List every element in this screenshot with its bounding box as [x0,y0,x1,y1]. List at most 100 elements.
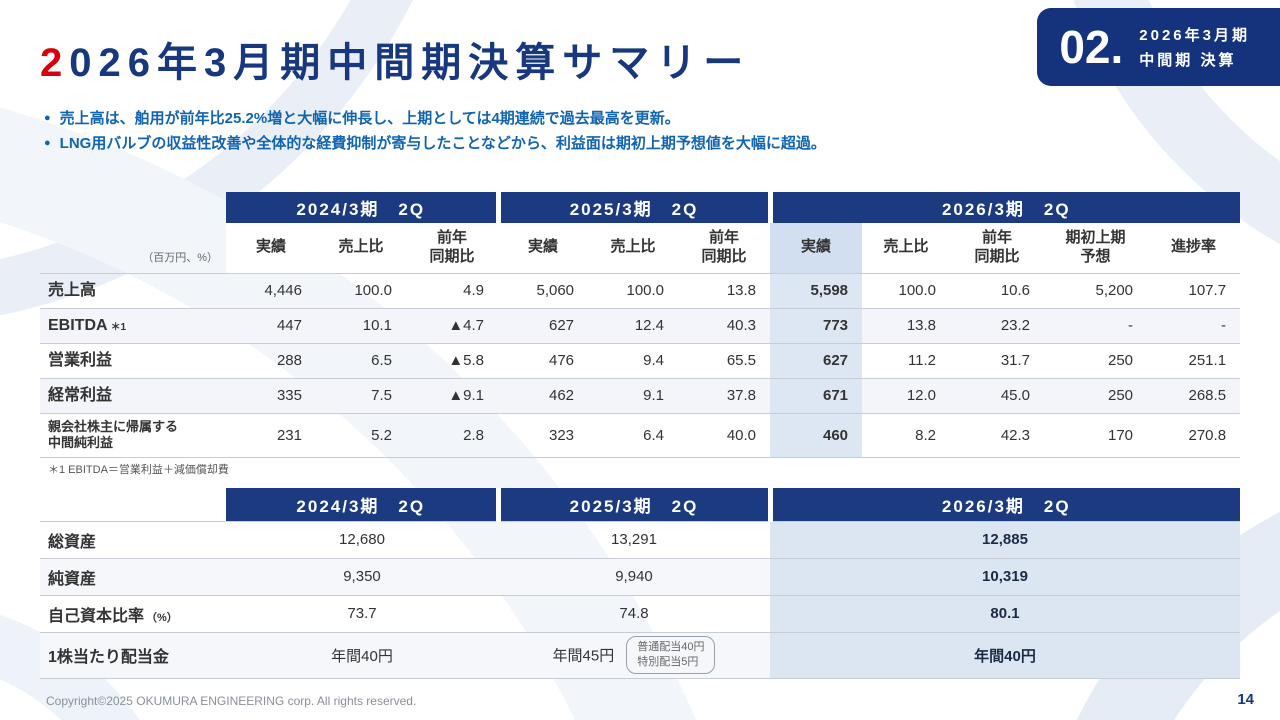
cell: 13,291 [611,531,657,548]
cell: 65.5 [726,352,757,369]
group-header-2024: 2024/3期 2Q [226,192,499,223]
dividend-note: 普通配当40円 特別配当5円 [626,636,716,674]
unit-cell: （百万円、%） [40,223,226,273]
cell: 9,940 [615,568,653,585]
col-header-sales-ratio: 売上比 [588,223,679,273]
cell: 8.2 [915,426,937,444]
cell: 100.0 [898,282,937,299]
cell: 4.9 [463,282,485,299]
dividend-note-line1: 普通配当40円 [637,641,705,654]
cell-actual-2026: 773 [770,308,863,343]
table-row-ordinary-income: 経常利益 335 7.5 ▲9.1 462 9.1 37.8 671 12.0 … [40,378,1241,413]
bullet-icon: ● [44,137,51,149]
cell: 462 [549,387,575,404]
copyright-text: Copyright©2025 OKUMURA ENGINEERING corp.… [46,694,417,708]
cell: 10.6 [1000,282,1031,299]
cell: 40.0 [726,426,757,444]
row-label: 自己資本比率 （%） [48,607,178,625]
row-label: 経常利益 [48,386,113,404]
cell: 10.1 [362,317,392,334]
cell: 73.7 [347,605,377,622]
cell: 476 [549,352,575,369]
cell: 40.3 [726,317,757,334]
bullet-text: LNG用バルブの収益性改善や全体的な経費抑制が寄与したことなどから、利益面は期初… [59,135,826,152]
cell: 12.0 [906,387,937,404]
cell: 4,446 [264,282,302,299]
table-row-net-income: 親会社株主に帰属する 中間純利益 231 5.2 2.8 323 6.4 40.… [40,413,1241,457]
cell: 7.5 [371,387,392,404]
cell: - [1128,317,1134,334]
unit-label: （百万円、%） [142,251,218,264]
cell: 9.1 [643,387,665,404]
table-row-ebitda: EBITDA ＊1 447 10.1 ▲4.7 627 12.4 40.3 773… [40,308,1241,343]
col-header-yoy: 前年 同期比 [950,223,1045,273]
cell-2026: 12,885 [770,521,1240,558]
row-label: 1株当たり配当金 [48,649,169,666]
period-header-row: 2024/3期 2Q 2025/3期 2Q 2026/3期 2Q [40,192,1241,223]
cell-2026: 年間40円 [770,632,1240,678]
cell: 12.4 [634,317,665,334]
table-row-total-assets: 総資産 12,680 13,291 12,885 [40,521,1240,558]
page-title: 2026年3月期中間期決算サマリー [40,30,750,88]
section-label-line2: 中間期 決算 [1139,52,1237,69]
col-header-yoy: 前年 同期比 [406,223,499,273]
group-header-2026: 2026/3期 2Q [767,488,1240,521]
cell: 250 [1108,387,1134,404]
cell: 23.2 [1000,317,1031,334]
group-header-2025: 2025/3期 2Q [495,192,771,223]
cell: ▲5.8 [448,352,485,369]
title-rest: 026年3月期中間期決算サマリー [69,41,751,85]
cell: 447 [276,317,302,334]
footnote-marker: ＊1 [110,321,127,333]
row-label: 親会社株主に帰属する 中間純利益 [48,419,179,450]
section-label-line1: 2026年3月期 [1139,27,1250,44]
col-header-yoy: 前年 同期比 [678,223,771,273]
period-header-row: 2024/3期 2Q 2025/3期 2Q 2026/3期 2Q [40,488,1240,521]
page-number: 14 [1237,691,1254,708]
col-header-sales-ratio: 売上比 [316,223,406,273]
cell: 37.8 [726,387,757,404]
row-label: EBITDA ＊1 [48,316,127,334]
cell: 5,200 [1095,282,1134,299]
row-label: 純資産 [48,570,97,588]
table-row-equity-ratio: 自己資本比率 （%） 73.7 74.8 80.1 [40,595,1240,632]
cell: 年間40円 [331,647,393,665]
dividend-note-line2: 特別配当5円 [637,656,699,668]
cell-actual-2026: 671 [770,378,863,413]
cell: 231 [276,426,302,444]
cell: 9.4 [643,352,665,369]
cell: 250 [1108,352,1134,369]
cell: - [1221,317,1227,334]
cell: ▲4.7 [448,317,485,334]
dividend-value: 年間45円 [552,647,615,665]
table-row-operating-income: 営業利益 288 6.5 ▲5.8 476 9.4 65.5 627 11.2 … [40,343,1241,378]
bullet-icon: ● [44,112,51,124]
cell: 11.2 [907,352,937,369]
col-header-actual: 実績 [226,223,316,273]
cell: 268.5 [1188,387,1227,404]
col-header-progress: 進捗率 [1147,223,1241,273]
cell-2026: 80.1 [770,595,1240,632]
cell-2026: 10,319 [770,558,1240,595]
cell: 627 [549,317,575,334]
cell: 288 [276,352,302,369]
cell: 13.8 [726,282,757,299]
cell: 100.0 [354,282,392,299]
unit-suffix: （%） [146,611,178,624]
cell: 251.1 [1188,352,1227,369]
table-corner [40,192,226,223]
section-number: 02. [1059,21,1124,73]
col-header-actual: 実績 [498,223,589,273]
cell: 100.0 [626,282,665,299]
cell: 42.3 [1000,426,1031,444]
cell: 107.7 [1188,282,1227,299]
summary-table: 2024/3期 2Q 2025/3期 2Q 2026/3期 2Q （百万円、%）… [40,192,1241,458]
balance-table: 2024/3期 2Q 2025/3期 2Q 2026/3期 2Q 総資産 12,… [40,488,1240,679]
col-header-sales-ratio: 売上比 [862,223,951,273]
table-corner [40,488,226,521]
cell: 5.2 [371,426,392,444]
column-header-row: （百万円、%） 実績 売上比 前年 同期比 実績 売上比 前年 同期比 実績 売… [40,223,1241,273]
table-row-dividend: 1株当たり配当金 年間40円 年間45円 普通配当40円 特別配当5円 年間40円 [40,632,1240,678]
group-header-2026: 2026/3期 2Q [767,192,1241,223]
